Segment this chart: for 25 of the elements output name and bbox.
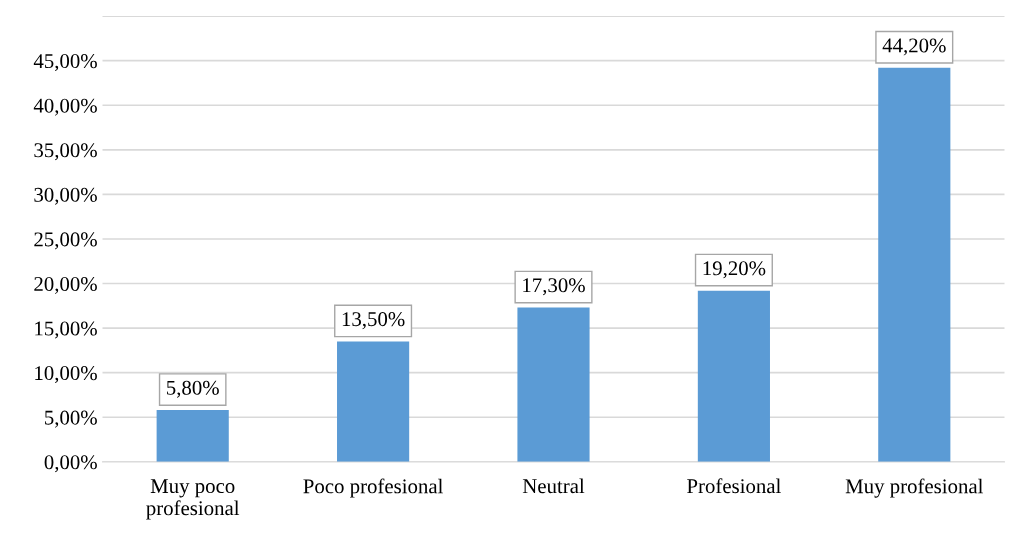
data-label: 17,30% <box>523 278 585 296</box>
y-tick-label: 25,00% <box>34 232 97 250</box>
bar <box>517 307 590 462</box>
y-tick-label: 40,00% <box>33 98 97 116</box>
data-label: 44,20% <box>882 38 946 56</box>
x-tick-label: Muy poco profesional <box>146 479 240 520</box>
y-tick-label: 35,00% <box>34 143 97 161</box>
y-tick-label: 10,00% <box>35 366 97 384</box>
y-tick-label: 0,00% <box>44 455 97 473</box>
bar <box>878 67 951 462</box>
y-tick-label: 5,00% <box>45 410 97 428</box>
x-tick-label: Profesional <box>687 478 781 494</box>
x-tick-label: Poco profesional <box>303 478 443 498</box>
y-tick-label: 20,00% <box>34 276 97 294</box>
y-tick-label: 15,00% <box>35 321 97 339</box>
data-label: 13,50% <box>342 312 405 330</box>
bar <box>697 290 770 462</box>
bar <box>337 341 410 462</box>
y-tick-label: 30,00% <box>34 187 97 205</box>
bar <box>156 410 229 462</box>
x-tick-label: Muy profesional <box>845 478 984 498</box>
data-label: 5,80% <box>167 380 219 398</box>
x-tick-label: Neutral <box>522 478 585 494</box>
y-tick-label: 45,00% <box>33 54 97 72</box>
data-label: 19,20% <box>703 261 766 279</box>
